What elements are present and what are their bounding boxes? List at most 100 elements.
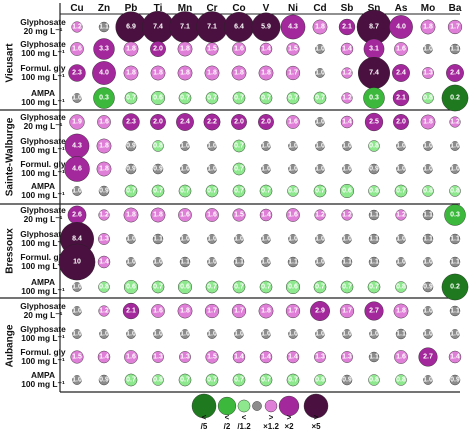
- bubble: [423, 164, 433, 174]
- bubble: [368, 374, 380, 386]
- bubble: [422, 233, 434, 245]
- bubble: [178, 373, 192, 387]
- bubble: [286, 91, 300, 105]
- bubble: [153, 257, 163, 267]
- bubble: [280, 14, 306, 40]
- legend-sign: >: [269, 413, 274, 422]
- bubble: [441, 273, 469, 301]
- data-label: 0.8: [315, 377, 325, 384]
- bubble: [393, 303, 409, 319]
- legend-threshold: /5: [201, 422, 208, 431]
- data-label: 6.9: [126, 24, 136, 31]
- bubble: [72, 93, 82, 103]
- bubble: [232, 162, 246, 176]
- data-label: 0.7: [234, 95, 244, 102]
- bubble: [152, 163, 164, 175]
- bubble: [177, 65, 193, 81]
- data-label: 2.7: [369, 308, 379, 315]
- data-label: 1.0: [72, 284, 82, 291]
- data-label: 0.7: [369, 284, 379, 291]
- bubble: [98, 209, 110, 221]
- data-label: 1.2: [72, 24, 82, 31]
- bubble: [315, 44, 325, 54]
- bubble: [150, 207, 166, 223]
- bubble: [96, 138, 112, 154]
- bubble: [207, 257, 217, 267]
- treatment-label-line1: AMPA: [31, 370, 55, 380]
- bubble: [122, 302, 140, 320]
- bubble: [180, 141, 190, 151]
- data-label: 1.0: [342, 143, 352, 150]
- bubble: [449, 185, 461, 197]
- data-label: 0.9: [126, 166, 136, 173]
- bubble: [364, 112, 384, 132]
- data-label: 0.7: [234, 377, 244, 384]
- data-label: 0.9: [153, 166, 163, 173]
- bubble: [342, 141, 352, 151]
- site-label-vieusart: Vieusart: [5, 43, 16, 83]
- data-label: 1.1: [153, 236, 163, 243]
- bubble: [396, 234, 406, 244]
- legend: </5</2</1.2>×1.2>×2>×5: [191, 393, 329, 431]
- column-header-pb: Pb: [125, 3, 138, 14]
- bubble: [341, 67, 353, 79]
- data-label: 1.0: [207, 143, 217, 150]
- bubble: [232, 91, 246, 105]
- bubble: [151, 304, 165, 318]
- data-label: 0.8: [288, 188, 298, 195]
- data-label: 1.6: [72, 46, 82, 53]
- data-label: 0.7: [234, 143, 244, 150]
- data-label: 1.4: [261, 46, 271, 53]
- data-label: 1.6: [207, 212, 217, 219]
- legend-threshold: /2: [224, 422, 231, 431]
- bubble: [422, 209, 434, 221]
- treatment-label-line2: 20 mg L⁻¹: [24, 310, 63, 320]
- data-label: 1.3: [180, 354, 190, 361]
- data-label: 1.0: [72, 331, 82, 338]
- bubble: [315, 117, 325, 127]
- bubble: [286, 350, 300, 364]
- bubble: [152, 140, 164, 152]
- treatment-label-line1: Glyphosate: [20, 205, 66, 215]
- data-label: 2.0: [234, 119, 244, 126]
- legend-bubble: [237, 399, 251, 413]
- bubble: [315, 164, 325, 174]
- data-label: 0.7: [288, 95, 298, 102]
- bubble: [97, 255, 111, 269]
- data-label: 1.0: [450, 331, 460, 338]
- data-label: 2.0: [153, 46, 163, 53]
- site-label-aubange: Aubange: [5, 324, 16, 367]
- data-label: 3.3: [99, 46, 109, 53]
- bubble: [423, 141, 433, 151]
- bubble: [340, 42, 354, 56]
- bubble: [126, 329, 136, 339]
- legend-sign: <: [202, 413, 207, 422]
- bubble: [259, 350, 273, 364]
- data-label: 1.8: [396, 308, 406, 315]
- data-label: 1.1: [369, 259, 379, 266]
- bubble: [369, 329, 379, 339]
- bubble: [259, 91, 273, 105]
- bubble: [368, 351, 380, 363]
- data-label: 1.1: [450, 236, 460, 243]
- data-label: 1.2: [342, 95, 352, 102]
- data-label: 1.3: [99, 236, 109, 243]
- bubble: [151, 280, 165, 294]
- data-label: 0.8: [369, 377, 379, 384]
- data-label: 8.7: [369, 24, 379, 31]
- data-label: 1.0: [180, 143, 190, 150]
- bubble: [444, 204, 466, 226]
- data-label: 0.7: [315, 188, 325, 195]
- column-header-cd: Cd: [313, 3, 326, 14]
- data-label: 7.4: [369, 70, 379, 77]
- data-label: 1.6: [234, 46, 244, 53]
- bubble: [285, 65, 301, 81]
- bubble: [126, 234, 136, 244]
- data-label: 1.1: [369, 236, 379, 243]
- bubble: [395, 374, 407, 386]
- bubble: [449, 233, 461, 245]
- grid-layer: [0, 3, 460, 393]
- column-header-v: V: [263, 3, 270, 14]
- data-label: 1.4: [99, 354, 109, 361]
